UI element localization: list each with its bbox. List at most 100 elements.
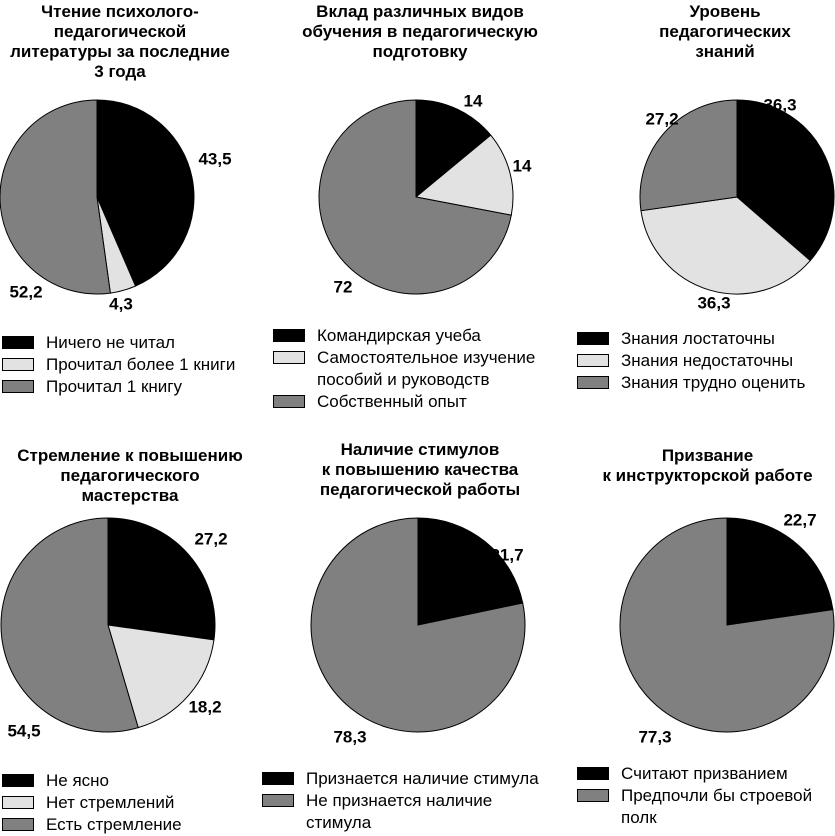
pie-slice [726, 517, 834, 626]
chart-title: Чтение психолого-педагогической литератур… [0, 2, 240, 82]
legend-swatch [273, 395, 305, 408]
slice-value-label: 36,3 [763, 95, 796, 114]
legend-swatch [262, 794, 294, 807]
legend-item: Самостоятельное изучение пособий и руково… [273, 347, 535, 391]
legend-item: Не ясно [2, 770, 182, 792]
chart-title-line: Стремление к повышению [17, 446, 243, 465]
slice-value-label: 21,7 [490, 545, 523, 564]
pie-slice [107, 517, 216, 641]
legend-label: Ничего не читал [46, 333, 175, 352]
chart-title-line: педагогической работы [319, 480, 521, 499]
legend-label: Не признается наличие [306, 791, 493, 810]
legend-item: Нет стремлений [2, 792, 182, 814]
legend-item: Собственный опыт [273, 391, 535, 413]
legend-label: Знания недостаточны [621, 351, 794, 370]
chart-legend: Не ясно Нет стремлений Есть стремление [2, 770, 182, 836]
legend-label: Не ясно [46, 771, 110, 790]
slice-value-label: 27,2 [645, 109, 678, 128]
chart-title-line: Вклад различных видов [316, 2, 524, 21]
legend-item: Командирская учеба [273, 325, 535, 347]
chart-title-line: педагогического [60, 466, 200, 485]
legend-label: Собственный опыт [317, 392, 467, 411]
pie-slice [639, 99, 738, 212]
legend-label: Предпочли бы строевой [621, 786, 813, 805]
legend-item: Признается наличие стимула [262, 768, 539, 790]
pie-slice [96, 99, 195, 287]
chart-title-line: к повышению качества [321, 460, 519, 479]
chart-title: Призвание к инструкторской работе [580, 446, 835, 486]
slice-value-label: 78,3 [333, 727, 366, 746]
legend-label: Знания лостаточны [621, 329, 775, 348]
chart-title-line: Призвание [661, 446, 754, 465]
pie-slice [619, 517, 835, 733]
chart-title-line: мастерства [81, 486, 179, 505]
legend-label: Командирская учеба [317, 326, 481, 345]
chart-title: Уровень педагогических знаний [610, 2, 835, 62]
legend-item: Предпочли бы строевой полк [577, 785, 812, 829]
slice-value-label: 72 [334, 277, 353, 296]
slice-value-label: 77,3 [638, 727, 671, 746]
pie-slice [640, 196, 811, 295]
slice-value-label: 54,5 [7, 721, 40, 740]
legend-label: Признается наличие стимула [306, 769, 539, 788]
chart-title-line: педагогических [659, 22, 791, 41]
legend-item: Прочитал 1 книгу [2, 376, 235, 398]
legend-label: Знания трудно оценить [621, 373, 806, 392]
legend-label: Прочитал более 1 книги [46, 355, 236, 374]
slice-value-label: 22,7 [783, 510, 816, 529]
chart-title-line: Чтение психолого- [41, 2, 199, 21]
pie-slice [0, 517, 139, 733]
slice-value-label: 18,2 [188, 697, 221, 716]
chart-title: Стремление к повышению педагогического мас… [0, 446, 260, 506]
legend-swatch [577, 332, 609, 345]
chart-legend: Командирская учеба Самостоятельное изучен… [273, 325, 535, 413]
legend-item: Считают призванием [577, 763, 812, 785]
legend-swatch [262, 772, 294, 785]
legend-swatch [577, 376, 609, 389]
pie-slice [736, 99, 835, 262]
chart-title-line: подготовку [372, 42, 468, 61]
legend-swatch [577, 789, 609, 802]
legend-item: Прочитал более 1 книги [2, 354, 235, 376]
legend-swatch [2, 774, 34, 787]
legend-label: Считают призванием [621, 764, 788, 783]
pie-slice [107, 624, 215, 729]
legend-swatch [2, 818, 34, 831]
chart-title: Вклад различных видов обучения в педагоги… [265, 2, 575, 62]
slice-value-label: 27,2 [194, 529, 227, 548]
legend-label: стимула [306, 813, 372, 832]
chart-title-line: к инструкторской работе [602, 466, 813, 485]
legend-label: Самостоятельное изучение [317, 348, 536, 367]
chart-title-line: знаний [695, 42, 755, 61]
chart-title-line: педагогической [53, 22, 187, 41]
legend-label: Прочитал 1 книгу [46, 377, 182, 396]
pie-slice [310, 517, 526, 733]
legend-swatch [2, 380, 34, 393]
legend-label: Нет стремлений [46, 793, 175, 812]
legend-item: Знания трудно оценить [577, 372, 805, 394]
slice-value-label: 4,3 [109, 294, 133, 313]
legend-swatch [2, 358, 34, 371]
slice-value-label: 14 [464, 91, 483, 110]
chart-title-line: литературы за последние [10, 42, 230, 61]
pie-slice [318, 99, 512, 295]
chart-legend: Признается наличие стимула Не признается … [262, 768, 539, 834]
chart-title-line: обучения в педагогическую [302, 22, 538, 41]
legend-swatch [273, 329, 305, 342]
legend-item: Не признается наличие стимула [262, 790, 539, 834]
legend-item: Ничего не читал [2, 332, 235, 354]
slice-value-label: 43,5 [198, 149, 231, 168]
pie-slice [415, 99, 492, 199]
legend-label: пособий и руководств [317, 370, 490, 389]
chart-title-line: 3 года [94, 62, 146, 81]
slice-value-label: 52,2 [9, 282, 42, 301]
legend-label: Есть стремление [46, 815, 182, 834]
legend-label: полк [621, 808, 657, 827]
legend-swatch [2, 336, 34, 349]
slice-value-label: 14 [513, 156, 532, 175]
